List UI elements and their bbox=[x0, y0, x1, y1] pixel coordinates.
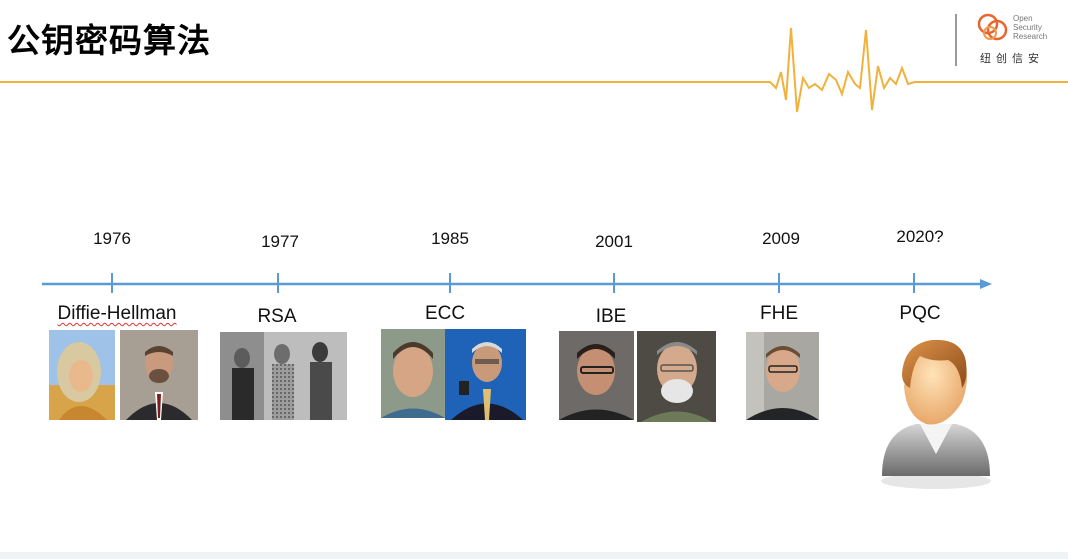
logo-line-1: Open bbox=[1013, 14, 1033, 23]
label-diffie-hellman-text: Diffie-Hellman bbox=[57, 303, 177, 324]
label-pqc: PQC bbox=[899, 303, 941, 324]
page-title: 公钥密码算法 bbox=[7, 21, 211, 60]
year-2020: 2020? bbox=[896, 227, 944, 246]
photo-miller bbox=[445, 329, 526, 420]
year-2001: 2001 bbox=[595, 232, 633, 251]
label-ibe: IBE bbox=[595, 306, 627, 327]
photo-diffie bbox=[49, 330, 115, 420]
label-fhe: FHE bbox=[760, 303, 798, 324]
photo-rsa-group bbox=[220, 332, 347, 420]
label-ecc: ECC bbox=[424, 303, 466, 324]
photo-gentry bbox=[746, 332, 819, 420]
year-1977: 1977 bbox=[261, 232, 299, 251]
photo-hellman bbox=[120, 330, 198, 420]
logo-line-3: Research bbox=[1013, 32, 1048, 41]
logo-line-2: Security bbox=[1013, 23, 1042, 32]
logo-text-cn: 纽创信安 bbox=[980, 53, 1044, 65]
year-1985: 1985 bbox=[431, 229, 469, 248]
photo-shamir bbox=[637, 331, 716, 422]
label-rsa: RSA bbox=[257, 306, 297, 327]
logo: Open Security Research 纽创信安 bbox=[955, 12, 1065, 72]
logo-text-en: Open Security Research bbox=[1013, 14, 1047, 41]
bottom-strip bbox=[0, 552, 1068, 559]
photo-boneh bbox=[559, 331, 634, 420]
unknown-person-icon bbox=[881, 339, 991, 489]
label-diffie-hellman: Diffie-Hellman bbox=[58, 303, 177, 325]
header-pulse-line bbox=[0, 27, 1068, 113]
year-2009: 2009 bbox=[762, 229, 800, 248]
photo-koblitz bbox=[381, 329, 445, 418]
osr-logo-icon bbox=[977, 13, 1008, 41]
logo-divider bbox=[955, 14, 957, 66]
year-1976: 1976 bbox=[93, 229, 131, 248]
